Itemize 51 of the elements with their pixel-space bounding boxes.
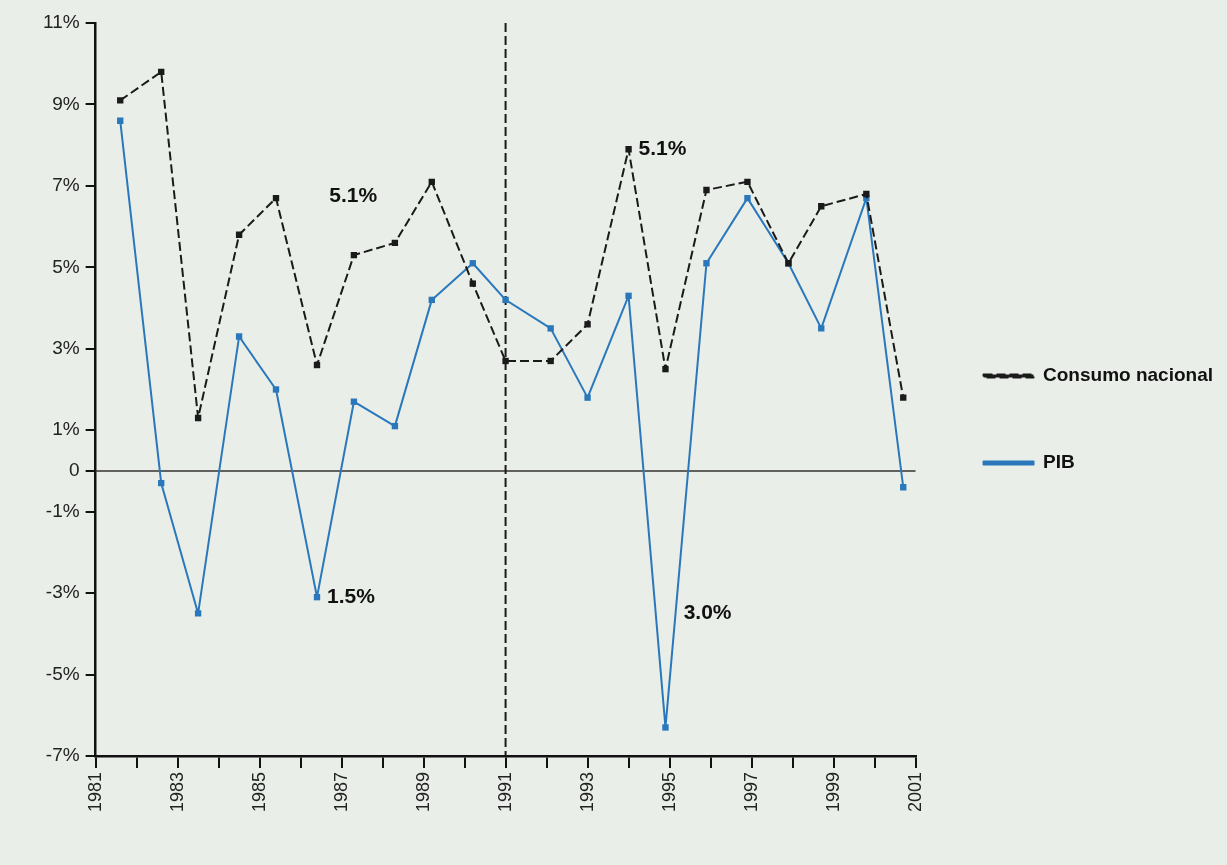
legend-label: PIB [1043, 451, 1075, 473]
y-tick-label: -3% [45, 581, 80, 603]
point [235, 333, 243, 340]
x-tick-label: 1981 [84, 771, 105, 812]
point [547, 357, 554, 365]
point [502, 296, 509, 304]
point [625, 292, 632, 300]
point [584, 321, 591, 328]
y-tick-label: 3% [52, 336, 80, 358]
annotation: 1.5% [327, 583, 376, 607]
y-tick-label: 5% [52, 255, 80, 277]
point [744, 178, 751, 185]
y-tick-label: 7% [52, 174, 80, 196]
point [863, 190, 870, 198]
point [625, 146, 632, 153]
x-tick-label: 1999 [822, 771, 843, 812]
y-tick-label: 0 [69, 459, 80, 481]
y-tick-label: -7% [45, 744, 80, 766]
point [194, 610, 202, 617]
point [900, 394, 907, 401]
annotation: 3.0% [683, 600, 732, 624]
annotation: 5.1% [638, 136, 687, 160]
y-tick-label: 11% [42, 11, 80, 33]
point [469, 260, 476, 267]
point [703, 186, 710, 194]
point [584, 394, 591, 401]
point [818, 325, 825, 332]
legend-label: Consumo nacional [1043, 364, 1214, 386]
x-tick-label: 1983 [166, 771, 187, 812]
point [703, 260, 710, 267]
annotation: 5.1% [329, 182, 378, 206]
point [272, 386, 280, 393]
y-tick-label: 9% [52, 92, 80, 114]
y-tick-label: -1% [45, 499, 80, 521]
x-tick-label: 1993 [576, 771, 597, 812]
point [744, 194, 751, 202]
point [662, 724, 669, 731]
point [502, 357, 509, 365]
x-tick-label: 1989 [412, 771, 433, 812]
x-tick-label: 1985 [248, 771, 269, 812]
point [469, 280, 476, 287]
point [117, 97, 124, 104]
point [662, 365, 669, 373]
x-tick-label: 1987 [330, 771, 351, 812]
x-tick-label: 1997 [740, 771, 761, 812]
x-tick-label: 1995 [658, 771, 679, 812]
y-tick-label: -5% [45, 662, 80, 684]
y-tick-label: 1% [52, 418, 80, 440]
x-tick-label: 2001 [904, 771, 925, 812]
point [547, 325, 554, 332]
x-tick-label: 1991 [494, 771, 515, 812]
